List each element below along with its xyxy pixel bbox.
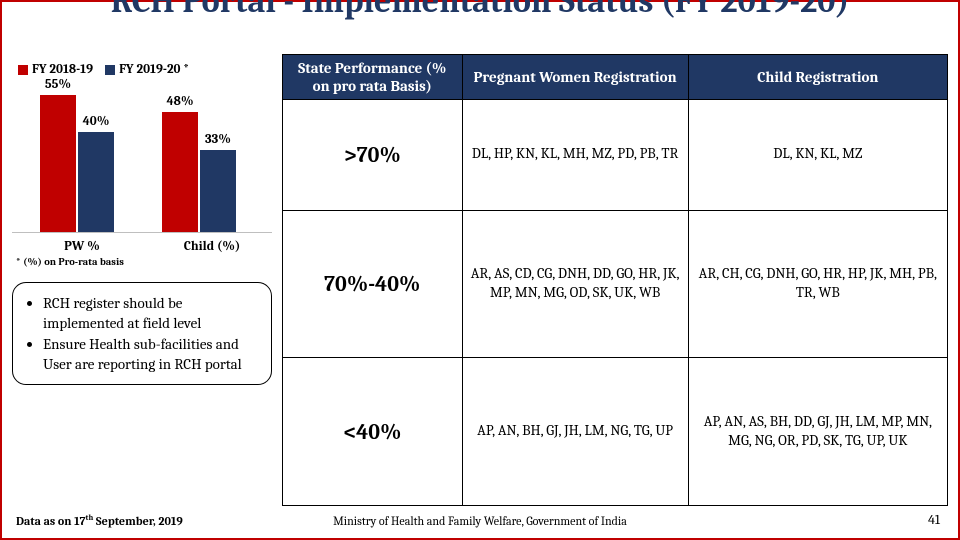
- range-cell: <40%: [283, 358, 463, 506]
- pw-states-cell: DL, HP, KN, KL, MH, MZ, PD, PB, TR: [462, 100, 688, 211]
- pw-states-cell: AP, AN, BH, GJ, JH, LM, NG, TG, UP: [462, 358, 688, 506]
- bar-chart: 55%40%48%33%: [12, 83, 272, 233]
- table-row: >70%DL, HP, KN, KL, MH, MZ, PD, PB, TRDL…: [283, 100, 948, 211]
- bar-value-label: 33%: [205, 132, 231, 147]
- chart-footnote: * (%) on Pro-rata basis: [16, 256, 272, 268]
- category-label: Child (%): [152, 239, 272, 254]
- range-cell: 70%-40%: [283, 210, 463, 358]
- table-row: 70%-40%AR, AS, CD, CG, DNH, DD, GO, HR, …: [283, 210, 948, 358]
- bar-group: 55%40%: [40, 95, 114, 233]
- note-item: RCH register should be implemented at fi…: [43, 293, 259, 334]
- bar-group: 48%33%: [162, 112, 236, 232]
- page-number: 41: [928, 511, 940, 528]
- bar: 33%: [200, 150, 236, 233]
- table-header-cell: State Performance (% on pro rata Basis): [283, 55, 463, 100]
- table-body: >70%DL, HP, KN, KL, MH, MZ, PD, PB, TRDL…: [283, 100, 948, 506]
- notes-list: RCH register should be implemented at fi…: [25, 293, 259, 374]
- legend-swatch: [18, 65, 28, 75]
- left-column: FY 2018-19FY 2019-20 * 55%40%48%33% PW %…: [12, 62, 272, 385]
- table-header-cell: Pregnant Women Registration: [462, 55, 688, 100]
- status-table: State Performance (% on pro rata Basis)P…: [282, 54, 948, 506]
- child-states-cell: AP, AN, AS, BH, DD, GJ, JH, LM, MP, MN, …: [688, 358, 947, 506]
- note-item: Ensure Health sub-facilities and User ar…: [43, 334, 259, 375]
- bar: 48%: [162, 112, 198, 232]
- category-label: PW %: [12, 239, 152, 254]
- range-cell: >70%: [283, 100, 463, 211]
- table-header-cell: Child Registration: [688, 55, 947, 100]
- child-states-cell: DL, KN, KL, MZ: [688, 100, 947, 211]
- chart-legend: FY 2018-19 FY 2019-20 *: [18, 62, 272, 77]
- bar-value-label: 55%: [45, 77, 71, 92]
- legend-label: FY 2018-19: [32, 62, 93, 77]
- pw-states-cell: AR, AS, CD, CG, DNH, DD, GO, HR, JK, MP,…: [462, 210, 688, 358]
- bar-value-label: 48%: [166, 94, 193, 109]
- status-table-wrap: State Performance (% on pro rata Basis)P…: [282, 54, 948, 506]
- page-title: RCH Portal - Implementation Status (FY 2…: [2, 0, 958, 20]
- legend-item: FY 2019-20 *: [105, 62, 189, 77]
- notes-box: RCH register should be implemented at fi…: [12, 282, 272, 385]
- table-header-row: State Performance (% on pro rata Basis)P…: [283, 55, 948, 100]
- legend-item: FY 2018-19: [18, 62, 93, 77]
- legend-swatch: [105, 65, 115, 75]
- legend-label: FY 2019-20 *: [119, 62, 189, 77]
- ministry-footer: Ministry of Health and Family Welfare, G…: [2, 514, 958, 528]
- bar: 40%: [78, 132, 114, 232]
- child-states-cell: AR, CH, CG, DNH, GO, HR, HP, JK, MH, PB,…: [688, 210, 947, 358]
- chart-category-labels: PW %Child (%): [12, 239, 272, 254]
- bar: 55%: [40, 95, 76, 233]
- bar-value-label: 40%: [83, 114, 110, 129]
- table-row: <40%AP, AN, BH, GJ, JH, LM, NG, TG, UPAP…: [283, 358, 948, 506]
